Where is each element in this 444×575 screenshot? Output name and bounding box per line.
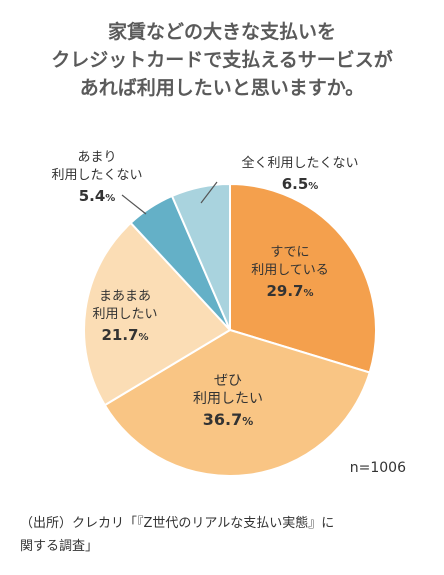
slice-label-2-line-1: 利用したい xyxy=(92,307,157,322)
pie-slice-2 xyxy=(83,221,232,407)
slice-value-3: 5.4% xyxy=(79,187,116,205)
title-line-1: 家賃などの大きな支払いを xyxy=(107,21,336,43)
slice-label-0-line-1: 利用している xyxy=(251,263,329,278)
source-line-2: 関する調査」 xyxy=(20,539,99,554)
slice-value-4: 6.5% xyxy=(282,175,319,193)
leader-line-3 xyxy=(121,194,147,215)
slice-label-4-line-0: 全く利用したくない xyxy=(241,155,358,171)
title-line-2: クレジットカードで支払えるサービスが xyxy=(51,49,393,71)
chart-title: 家賃などの大きな支払いを クレジットカードで支払えるサービスが あれば利用したい… xyxy=(0,18,444,102)
source-line-1: （出所）クレカリ「『Z世代のリアルな支払い実態』に xyxy=(20,516,335,531)
slice-label-2-line-0: まあまあ xyxy=(99,289,151,304)
slice-value-1: 36.7% xyxy=(203,410,254,429)
slice-label-1-line-0: ぜひ xyxy=(214,373,242,389)
slice-label-3-line-0: あまり xyxy=(77,150,116,165)
title-line-3: あれば利用したいと思いますか。 xyxy=(79,77,365,99)
slice-label-0-line-0: すでに xyxy=(270,245,309,260)
pie-slice-0 xyxy=(229,182,377,374)
sample-size: n=1006 xyxy=(349,460,406,476)
slice-label-1-line-1: 利用したい xyxy=(193,391,263,407)
slice-value-2: 21.7% xyxy=(101,326,148,344)
leader-line-4 xyxy=(200,181,218,204)
pie-slice-4 xyxy=(170,182,231,331)
slice-label-3-line-1: 利用したくない xyxy=(51,168,142,183)
slice-value-0: 29.7% xyxy=(266,282,313,300)
source-note: （出所）クレカリ「『Z世代のリアルな支払い実態』に 関する調査」 xyxy=(20,512,430,558)
